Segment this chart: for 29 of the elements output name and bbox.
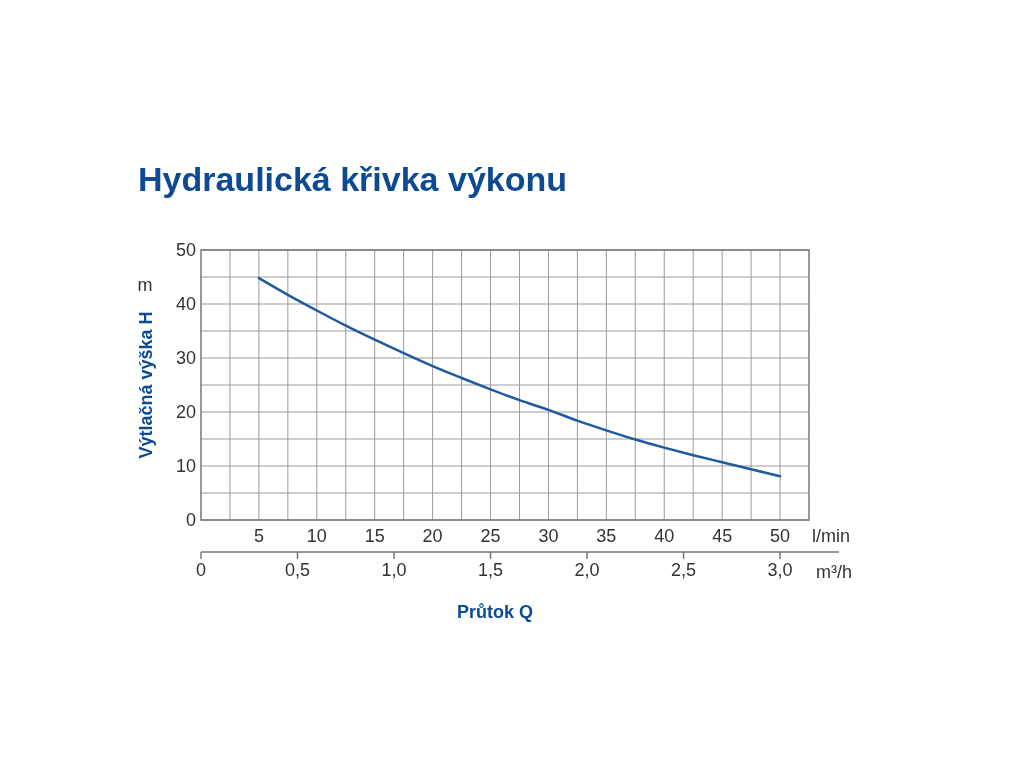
x-tick-label: 5 — [253, 526, 264, 546]
x-axis-title: Průtok Q — [456, 602, 534, 622]
x-tick-label: 30 — [538, 526, 559, 546]
y-tick-label: 10 — [175, 456, 196, 477]
x2-tick-label: 2,0 — [574, 560, 600, 580]
x2-tick-label: 1,0 — [381, 560, 407, 580]
x2-axis-title: m³/h — [816, 562, 852, 582]
y-tick-label: 40 — [175, 294, 196, 315]
x2-tick-label: 3,0 — [767, 560, 793, 580]
text: l/min — [812, 526, 851, 546]
x-tick-label: 25 — [480, 526, 501, 546]
y-tick-label: 0 — [185, 510, 196, 531]
x2-tick-label: 2,5 — [671, 560, 697, 580]
x-tick-label: 40 — [654, 526, 675, 546]
x-tick-label: 10 — [306, 526, 327, 546]
chart-title: Hydraulická křivka výkonu — [138, 160, 568, 198]
line-series — [257, 276, 782, 478]
x-tick-label: 15 — [364, 526, 385, 546]
y-axis-title: Výtlačná výška H — [136, 311, 156, 459]
y-tick-label: 30 — [175, 348, 196, 369]
x-tick-label: 35 — [596, 526, 617, 546]
x2-tick-label: 0,5 — [284, 560, 311, 580]
x2-tick-label: 1,5 — [478, 560, 504, 580]
x-tick-label: 20 — [422, 526, 443, 546]
x-tick-label: 50 — [770, 526, 791, 546]
y-tick-label: 20 — [175, 402, 196, 423]
y-tick-label: 50 — [175, 240, 196, 261]
text: m — [137, 275, 153, 295]
x-tick-label: 45 — [712, 526, 733, 546]
